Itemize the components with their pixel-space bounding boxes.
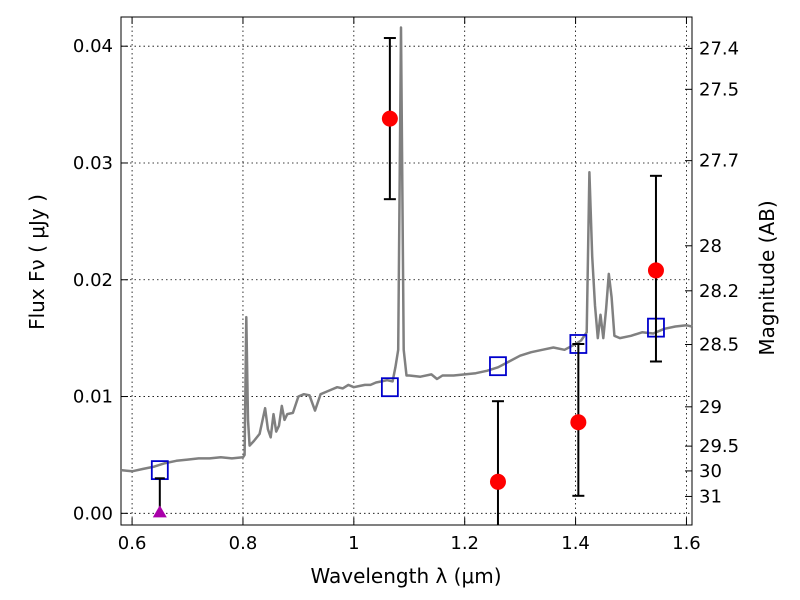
grid-layer: [121, 17, 692, 525]
mag-tick-label: 27.7: [699, 151, 739, 172]
y-tick-label: 0.01: [73, 387, 113, 408]
model-spectrum-line: [120, 26, 693, 473]
mag-tick-label: 28.5: [699, 335, 739, 356]
observed-point: [489, 473, 506, 490]
x-tick-label: 0.6: [118, 533, 147, 554]
plot-frame: [120, 16, 693, 526]
mag-tick-label: 31: [699, 486, 722, 507]
mag-tick-label: 29.5: [699, 436, 739, 457]
right-axis-label: Magnitude (AB): [755, 200, 779, 355]
mag-tick-label: 27.4: [699, 38, 739, 59]
mag-tick-label: 30: [699, 461, 722, 482]
y-tick-label: 0.02: [73, 270, 113, 291]
mag-tick-label: 29: [699, 397, 722, 418]
mag-tick-label: 28.2: [699, 281, 739, 302]
x-tick-label: 0.8: [229, 533, 258, 554]
y-tick-label: 0.03: [73, 153, 113, 174]
observed-point: [381, 110, 398, 127]
y-axis-label: Flux Fν ( μJy ): [25, 194, 49, 330]
upper-limit-marker: [152, 505, 167, 518]
mag-tick-label: 28: [699, 236, 722, 257]
synthetic-photometry-square: [380, 377, 399, 398]
axes-layer: 0.6 0.8 1 1.2 1.4 1.6 0.00 0.01 0.02 0.03 0.04 27.4…: [73, 17, 739, 554]
x-tick-label: 1.2: [450, 533, 479, 554]
synthetic-photometry-square: [489, 356, 507, 377]
x-tick-label: 1.6: [672, 533, 701, 554]
mag-tick-label: 27.5: [699, 79, 739, 100]
observed-point: [647, 262, 664, 279]
data-layer: [120, 26, 693, 525]
x-tick-label: 1.4: [561, 533, 590, 554]
x-axis-label: Wavelength λ (μm): [310, 564, 501, 588]
y-tick-label: 0.00: [73, 503, 113, 524]
x-tick-label: 1: [348, 533, 359, 554]
y-tick-label: 0.04: [73, 36, 113, 57]
observed-point: [570, 414, 587, 431]
